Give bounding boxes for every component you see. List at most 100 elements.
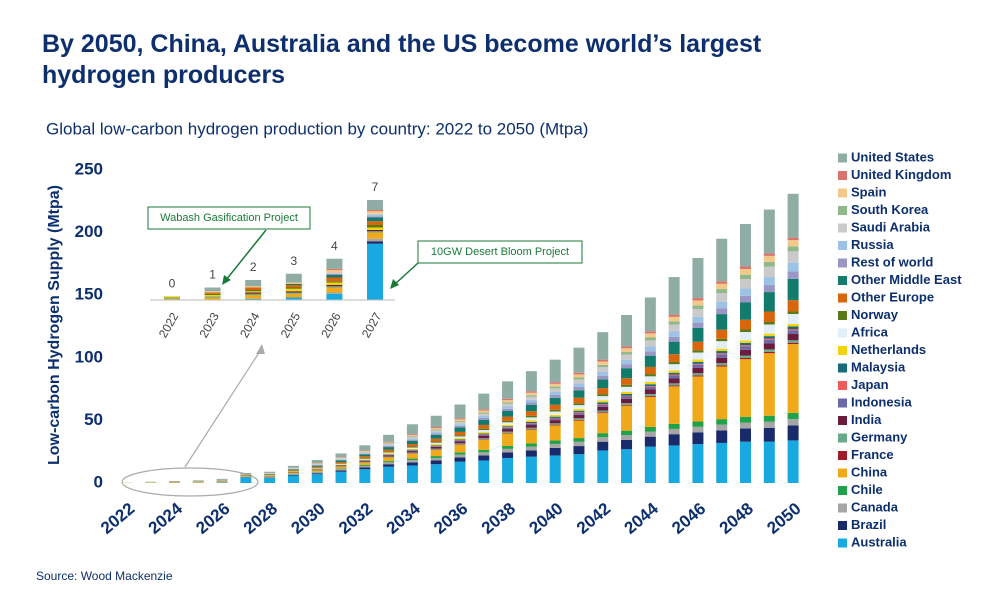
bar-segment xyxy=(478,434,490,435)
bar-segment xyxy=(478,434,490,436)
bar-segment xyxy=(573,408,585,411)
bar-segment xyxy=(573,372,585,375)
x-tick-label: 2024 xyxy=(145,499,187,538)
legend-label: Chile xyxy=(851,482,883,497)
bar-segment xyxy=(406,434,418,436)
inset-bar-segment xyxy=(326,268,343,270)
bar-segment xyxy=(454,444,466,445)
bar-segment xyxy=(430,464,442,483)
bar-segment xyxy=(383,441,395,443)
bar-segment xyxy=(621,386,633,392)
bar-segment xyxy=(525,427,537,430)
inset-bar-segment xyxy=(326,286,343,288)
inset-bar-segment xyxy=(326,273,343,275)
x-tick-label: 2026 xyxy=(192,499,233,538)
bar-segment xyxy=(478,449,490,453)
bar-segment xyxy=(430,448,442,450)
bar-segment xyxy=(692,341,704,351)
chart-subtitle: Global low-carbon hydrogen production by… xyxy=(46,119,588,138)
bar-segment xyxy=(502,427,514,428)
y-axis-label: Low-carbon Hydrogen Supply (Mtpa) xyxy=(46,185,63,465)
bar-segment xyxy=(406,444,418,447)
bar-segment xyxy=(430,433,442,435)
bar-segment xyxy=(478,439,490,440)
bar-segment xyxy=(311,463,323,464)
bar-segment xyxy=(740,269,752,275)
inset-bar-segment xyxy=(204,291,221,293)
bar-segment xyxy=(644,385,656,387)
bar-segment xyxy=(525,415,537,418)
bar-segment xyxy=(668,354,680,362)
bar-segment xyxy=(740,340,752,343)
inset-bar-segment xyxy=(326,272,343,274)
bar-segment xyxy=(478,410,490,413)
bar-segment xyxy=(763,338,775,340)
bar-segment xyxy=(621,396,633,399)
y-tick-label: 250 xyxy=(75,159,103,178)
legend-label: Australia xyxy=(851,534,907,549)
inset-bar-segment xyxy=(326,270,343,273)
bar-segment xyxy=(359,450,371,452)
bar-segment xyxy=(668,378,680,384)
bar-segment xyxy=(454,424,466,426)
bar-segment xyxy=(549,391,561,395)
bar-segment xyxy=(454,418,466,420)
inset-bar-segment xyxy=(367,241,383,244)
bar-segment xyxy=(335,464,347,465)
bar-segment xyxy=(787,412,799,420)
bar-segment xyxy=(740,279,752,289)
bar-segment xyxy=(573,397,585,404)
bar-segment xyxy=(692,367,704,374)
bar-segment xyxy=(311,465,323,467)
bar-segment xyxy=(406,460,418,463)
highlight-ellipse xyxy=(121,467,259,497)
inset-bar-segment xyxy=(245,291,262,293)
bar-segment xyxy=(311,473,323,475)
bar-segment xyxy=(740,349,752,356)
bar-segment xyxy=(692,444,704,483)
inset-bar-segment xyxy=(367,213,383,215)
inset-bar-segment xyxy=(367,211,383,214)
inset-bar-segment xyxy=(245,293,262,295)
bar-segment xyxy=(406,436,418,438)
bar-segment xyxy=(549,404,561,410)
bar-segment xyxy=(525,395,537,397)
bar-segment xyxy=(311,467,323,469)
bar-segment xyxy=(597,396,609,401)
bar-segment xyxy=(668,383,680,386)
bar-segment xyxy=(502,427,514,430)
bar-segment xyxy=(525,411,537,416)
bar-segment xyxy=(406,450,418,452)
bar-segment xyxy=(668,428,680,435)
inset-bar-segment xyxy=(285,288,302,292)
legend-label: United States xyxy=(851,149,934,164)
bar-segment xyxy=(454,439,466,441)
bar-segment xyxy=(787,425,799,441)
inset-bar-segment xyxy=(285,273,302,283)
inset-bar-segment xyxy=(245,295,262,299)
bar-segment xyxy=(716,293,728,302)
bar-segment xyxy=(502,424,514,427)
bar-segment xyxy=(525,443,537,447)
bar-segment xyxy=(763,261,775,267)
legend-label: United Kingdom xyxy=(851,167,951,182)
inset-bar-segment xyxy=(326,281,343,283)
legend-swatch xyxy=(838,433,847,443)
bar-segment xyxy=(621,348,633,353)
bar-segment xyxy=(525,450,537,457)
bar-segment xyxy=(335,468,347,470)
inset-bar-segment xyxy=(326,282,343,285)
bar-segment xyxy=(478,393,490,410)
bar-segment xyxy=(787,237,799,241)
bar-segment xyxy=(549,423,561,425)
bar-segment xyxy=(478,419,490,425)
bar-segment xyxy=(644,446,656,483)
bar-segment xyxy=(597,371,609,376)
bar-segment xyxy=(406,447,418,449)
bar-segment xyxy=(406,465,418,483)
bar-segment xyxy=(454,431,466,436)
legend-swatch xyxy=(838,311,847,320)
legend-label: Saudi Arabia xyxy=(851,219,931,234)
bar-segment xyxy=(763,353,775,416)
bar-segment xyxy=(502,433,514,446)
